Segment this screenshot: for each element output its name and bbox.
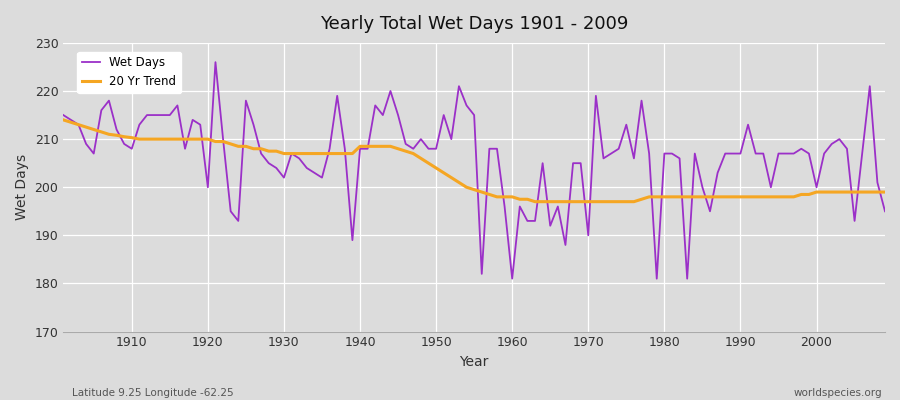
- 20 Yr Trend: [606, 199, 616, 204]
- X-axis label: Year: Year: [460, 355, 489, 369]
- 20 Yr Trend: [332, 151, 343, 156]
- Line: 20 Yr Trend: 20 Yr Trend: [63, 120, 885, 202]
- Title: Yearly Total Wet Days 1901 - 2009: Yearly Total Wet Days 1901 - 2009: [320, 15, 628, 33]
- Wet Days: [613, 146, 624, 151]
- 20 Yr Trend: [119, 134, 130, 139]
- Wet Days: [879, 209, 890, 214]
- Wet Days: [515, 204, 526, 209]
- 20 Yr Trend: [507, 194, 517, 199]
- 20 Yr Trend: [500, 194, 510, 199]
- Wet Days: [522, 218, 533, 223]
- Text: Latitude 9.25 Longitude -62.25: Latitude 9.25 Longitude -62.25: [72, 388, 234, 398]
- Wet Days: [293, 156, 304, 161]
- 20 Yr Trend: [286, 151, 297, 156]
- Wet Days: [210, 60, 220, 64]
- Text: worldspecies.org: worldspecies.org: [794, 388, 882, 398]
- Wet Days: [339, 146, 350, 151]
- Y-axis label: Wet Days: Wet Days: [15, 154, 29, 220]
- Wet Days: [507, 276, 517, 281]
- Legend: Wet Days, 20 Yr Trend: Wet Days, 20 Yr Trend: [77, 52, 181, 93]
- Wet Days: [119, 142, 130, 146]
- Wet Days: [58, 113, 68, 118]
- 20 Yr Trend: [58, 118, 68, 122]
- Line: Wet Days: Wet Days: [63, 62, 885, 279]
- 20 Yr Trend: [879, 190, 890, 194]
- 20 Yr Trend: [529, 199, 540, 204]
